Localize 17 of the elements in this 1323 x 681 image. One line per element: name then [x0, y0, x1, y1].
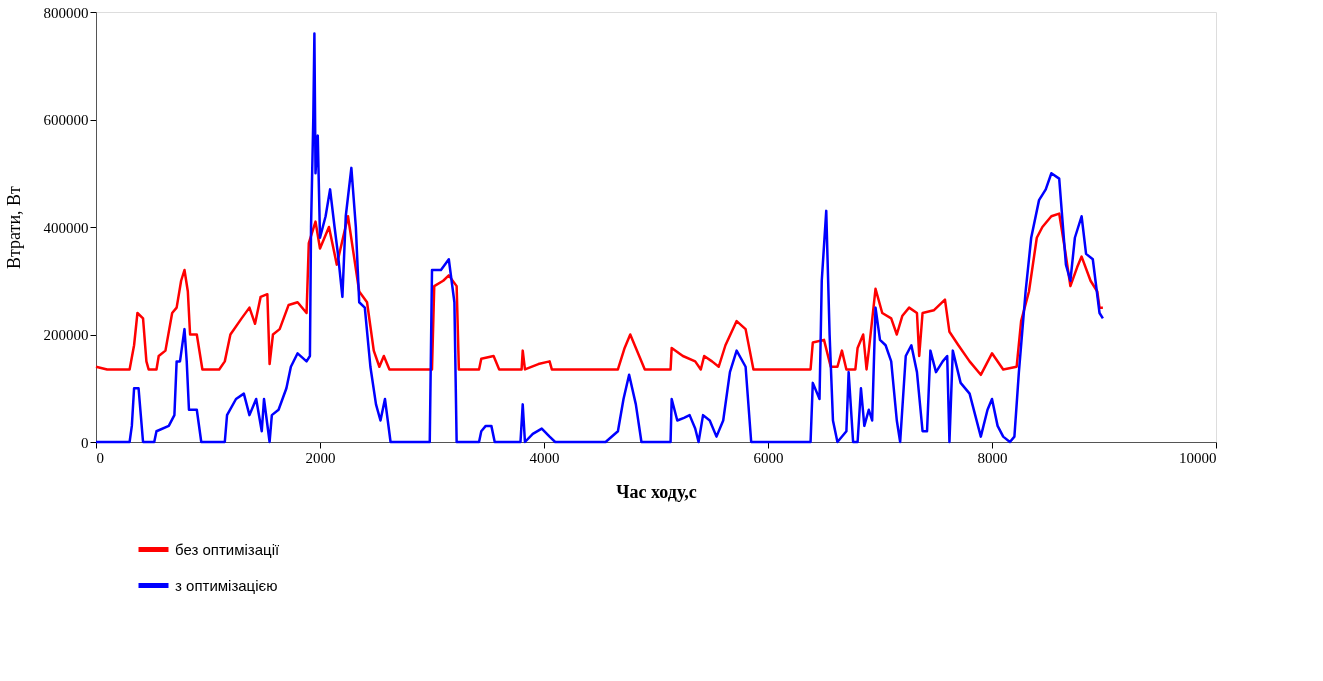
x-tick-label: 4000 — [529, 449, 560, 466]
line-series — [94, 32, 1105, 444]
y-tick-label: 0 — [81, 434, 89, 451]
x-tick-label: 2000 — [305, 449, 336, 466]
y-tick-label: 600000 — [43, 112, 89, 128]
y-axis-title: Втрати, Вт — [3, 185, 24, 269]
line-series — [94, 212, 1105, 377]
x-tick-label: 8000 — [977, 449, 1008, 466]
y-tick-label: 400000 — [43, 219, 89, 236]
legend-label: без оптимізації — [175, 540, 280, 558]
x-axis-title: Час ходу,с — [616, 481, 697, 502]
x-tick-label: 0 — [96, 449, 104, 466]
y-tick-label: 200000 — [43, 327, 89, 343]
x-tick-label: 6000 — [753, 449, 784, 466]
legend-label: з оптимізацією — [175, 576, 278, 594]
y-tick-label: 800000 — [43, 4, 89, 21]
x-tick-label: 10000 — [1179, 449, 1217, 466]
